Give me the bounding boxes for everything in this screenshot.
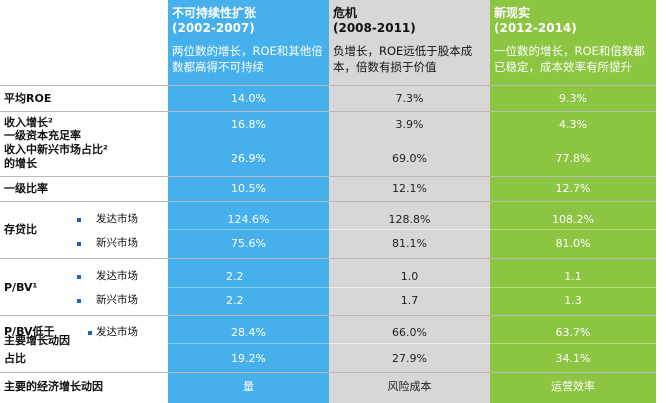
bullet-icon — [77, 299, 81, 303]
cell-ldr-dev-2008: 128.8% — [388, 213, 431, 226]
column-title: 不可持续性扩张 — [172, 6, 257, 20]
cell-divider — [329, 287, 490, 288]
cell-ldr-em-2008: 81.1% — [392, 237, 427, 250]
cell-roe-2002: 14.0% — [231, 92, 266, 105]
row-label-pbv: P/BV¹ — [4, 281, 38, 294]
cell-ldr-dev-2012: 108.2% — [552, 213, 594, 226]
cell-divider — [168, 343, 329, 344]
column-description: 两位数的增长，ROE和其他倍数都高得不可持续 — [172, 44, 323, 74]
row-label-pbv-below: P/BV低于 — [4, 325, 55, 338]
cell-divider — [490, 287, 656, 288]
cell-ldr-em-2012: 81.0% — [555, 237, 591, 250]
cell-divider — [329, 343, 490, 344]
cell-revenue-2012: 4.3% — [559, 118, 587, 131]
column-period: (2002-2007) — [172, 21, 255, 35]
row-divider — [0, 372, 656, 373]
cell-driver-2008: 风险成本 — [387, 380, 432, 393]
cell-em-share-2012: 77.8% — [555, 152, 591, 165]
cell-driver-2002: 量 — [243, 380, 254, 393]
row-divider — [0, 201, 656, 202]
column-description: 一位数的增长，ROE和倍数都已稳定，成本效率有所提升 — [494, 44, 645, 74]
cell-ldr-dev-2002: 124.6% — [227, 213, 270, 226]
row-label-tier1: 一级比率 — [4, 182, 48, 195]
column-title: 新现实 — [494, 6, 531, 20]
cell-pbv-low-dev-2008: 66.0% — [392, 326, 427, 339]
column-title: 危机 — [333, 6, 358, 20]
sub-label-emerging: 新兴市场 — [96, 237, 138, 249]
cell-pbv-low-dev-2002: 28.4% — [231, 326, 266, 339]
bullet-icon — [77, 242, 81, 246]
cell-tier1-2008: 12.1% — [392, 182, 427, 195]
column-period: (2008-2011) — [333, 21, 416, 35]
row-divider — [0, 315, 656, 316]
bullet-icon — [88, 331, 92, 335]
cell-driver-2012: 运营效率 — [551, 380, 595, 393]
cell-divider — [168, 287, 329, 288]
row-label-ldr: 存贷比 — [4, 223, 37, 236]
bullet-icon — [77, 275, 81, 279]
cell-roe-2012: 9.3% — [559, 92, 587, 105]
row-divider — [0, 258, 656, 259]
cell-pbv-dev-2002: 2.2 — [226, 270, 244, 283]
row-label-tier1-capital-overlay: 一级资本充足率 — [4, 129, 81, 142]
cell-revenue-2002: 16.8% — [231, 118, 266, 131]
cell-pbv-em-2008: 1.7 — [400, 294, 419, 307]
sub-label-developed: 发达市场 — [96, 270, 138, 282]
cell-divider — [490, 343, 656, 344]
cell-tier1-2002: 10.5% — [231, 182, 266, 195]
cell-revenue-2008: 3.9% — [395, 118, 424, 131]
sub-label-developed: 发达市场 — [96, 326, 138, 338]
row-label-revenue-growth: 收入增长² — [4, 116, 53, 129]
row-divider — [0, 176, 656, 177]
row-label-main-growth-driver-overlay: 主要增长动因 — [4, 334, 70, 347]
cell-em-share-2002: 26.9% — [231, 152, 266, 165]
row-label-em-share: 收入中新兴市场占比² — [4, 143, 108, 156]
cell-ldr-em-2002: 75.6% — [231, 237, 266, 250]
cell-divider — [490, 229, 656, 230]
column-period: (2012-2014) — [494, 21, 577, 35]
cell-pbv-low-em-2012: 34.1% — [555, 352, 591, 365]
cell-pbv-em-2012: 1.3 — [564, 294, 582, 307]
row-label-roe: 平均ROE — [4, 92, 52, 105]
cell-tier1-2012: 12.7% — [555, 182, 591, 195]
cell-em-share-2008: 69.0% — [392, 152, 427, 165]
row-divider — [0, 111, 656, 112]
bullet-icon — [77, 218, 81, 222]
cell-pbv-dev-2008: 1.0 — [400, 270, 419, 283]
cell-pbv-dev-2012: 1.1 — [564, 270, 582, 283]
cell-pbv-em-2002: 2.2 — [226, 294, 244, 307]
cell-pbv-low-em-2008: 27.9% — [392, 352, 427, 365]
sub-label-emerging: 新兴市场 — [96, 294, 138, 306]
row-label-economic-driver: 主要的经济增长动因 — [4, 380, 103, 393]
row-label-share: 占比 — [4, 352, 26, 365]
row-divider — [0, 85, 656, 86]
row-label-em-share-line2: 的增长 — [4, 157, 37, 170]
cell-pbv-low-em-2002: 19.2% — [231, 352, 266, 365]
cell-pbv-low-dev-2012: 63.7% — [555, 326, 591, 339]
cell-divider — [329, 229, 490, 230]
sub-label-developed: 发达市场 — [96, 213, 138, 225]
cell-roe-2008: 7.3% — [395, 92, 424, 105]
column-description: 负增长，ROE远低于股本成本，倍数有损于价值 — [333, 44, 473, 74]
cell-divider — [168, 229, 329, 230]
